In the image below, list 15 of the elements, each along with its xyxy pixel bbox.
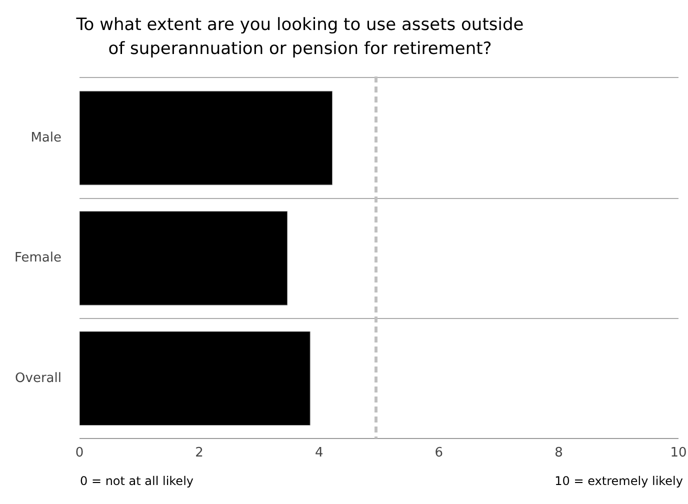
bar [80,211,288,306]
x-tick-label: 8 [554,446,563,460]
chart-title: To what extent are you looking to use assets outside of superannuation or pension for retirement? [76,14,524,61]
y-tick-label: Female [14,250,62,266]
text: 10 = extremely likely [554,473,683,490]
bar [80,331,310,426]
text: 0 = not at all likely [80,473,194,490]
x-tick-label: 6 [434,446,444,460]
y-tick-label: Male [30,130,62,146]
x-tick-label: 4 [314,446,324,460]
x-tick-label: 2 [195,446,204,460]
y-tick-label: Overall [15,370,62,386]
bar [80,90,333,186]
x-tick-label: 0 [75,446,84,460]
x-tick-label: 10 [670,446,687,460]
